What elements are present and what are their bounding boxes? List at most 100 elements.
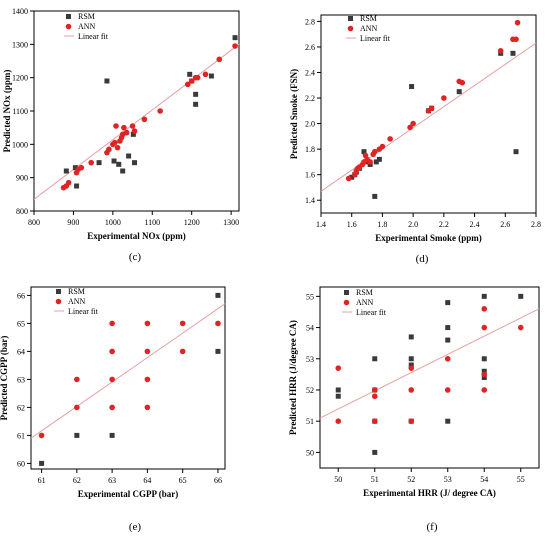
- ann-point: [215, 320, 221, 327]
- ann-point: [371, 393, 378, 400]
- rsm-point: [481, 356, 487, 362]
- rsm-point: [193, 91, 199, 97]
- ann-point: [78, 164, 85, 171]
- y-tick-label: 2.8: [305, 17, 315, 26]
- legend-label: RSM: [68, 287, 85, 296]
- legend-label: ANN: [68, 297, 86, 306]
- rsm-point: [335, 393, 341, 399]
- y-tick-label: 2.6: [305, 43, 315, 52]
- ann-point: [335, 418, 342, 424]
- ann-point: [459, 79, 466, 86]
- y-tick-label: 65: [17, 319, 25, 328]
- rsm-point: [215, 292, 221, 298]
- chart-panel-f: 50 51 52 53 54 55 50 51 52 53 54 55 Experimental HRR…: [288, 286, 540, 533]
- ann-point: [481, 306, 488, 312]
- ann-point: [74, 376, 80, 383]
- plot-frame: [319, 286, 540, 469]
- panel-caption: (e): [129, 521, 142, 533]
- x-tick-label: 2.6: [500, 220, 510, 229]
- x-tick-label: 2.8: [531, 220, 541, 229]
- legend-rsm-marker: [66, 14, 71, 19]
- legend-label: Linear fit: [360, 34, 391, 43]
- ann-point: [121, 124, 127, 131]
- series-rsm: [63, 35, 238, 189]
- legend-label: ANN: [356, 298, 374, 307]
- linear-fit-line: [319, 308, 540, 419]
- ann-point: [367, 159, 373, 165]
- ann-point: [141, 116, 148, 123]
- x-tick-label: 1300: [223, 218, 239, 227]
- ann-point: [497, 47, 504, 54]
- rsm-point: [132, 160, 138, 166]
- ann-point: [410, 120, 416, 127]
- y-axis-label: Predicted HRR (J/degree CA): [288, 320, 298, 435]
- rsm-point: [510, 50, 516, 56]
- rsm-point: [104, 78, 110, 84]
- ann-point: [216, 56, 223, 63]
- rsm-point: [349, 174, 355, 180]
- y-tick-label: 1200: [12, 74, 28, 83]
- legend-label: Linear fit: [78, 32, 109, 41]
- x-tick-label: 55: [517, 475, 525, 484]
- y-tick-label: 61: [17, 431, 25, 440]
- ann-point: [65, 179, 72, 186]
- y-tick-label: 1400: [12, 7, 28, 16]
- chart-panel-d: 1.4 1.6 1.8 2.0 2.2 2.4 2.6 2.8 1.4 1.6 1.8 2.0 2.2 2…: [289, 14, 541, 265]
- plot-frame: [320, 14, 537, 214]
- x-tick-label: 1.6: [347, 220, 357, 229]
- series-ann: [38, 320, 221, 439]
- plot-frame: [33, 10, 240, 212]
- rsm-point: [130, 131, 136, 137]
- rsm-point: [372, 356, 378, 362]
- y-axis-label: Predicted CGPP (bar): [0, 336, 9, 421]
- ann-point: [157, 108, 163, 114]
- x-tick-label: 1.8: [377, 220, 387, 229]
- rsm-point: [372, 449, 378, 455]
- legend-label: ANN: [360, 24, 378, 33]
- x-tick-label: 65: [179, 476, 187, 485]
- panel-caption: (d): [416, 253, 429, 265]
- rsm-point: [445, 300, 451, 306]
- rsm-point: [63, 168, 69, 174]
- ann-point: [514, 19, 521, 26]
- rsm-point: [116, 161, 122, 167]
- legend-label: RSM: [360, 14, 377, 23]
- rsm-point: [456, 89, 462, 95]
- x-tick-label: 66: [214, 476, 222, 485]
- ann-point: [109, 376, 115, 383]
- rsm-point: [445, 325, 451, 331]
- y-tick-label: 60: [17, 459, 25, 468]
- y-tick-label: 53: [306, 355, 314, 364]
- x-tick-label: 64: [143, 476, 151, 485]
- rsm-point: [126, 153, 132, 159]
- ann-point: [481, 387, 488, 393]
- legend-label: RSM: [78, 12, 95, 21]
- ann-point: [408, 418, 415, 424]
- plot-frame: [30, 286, 226, 470]
- ann-point: [408, 387, 415, 393]
- ann-point: [371, 387, 378, 393]
- ann-point: [114, 144, 121, 151]
- rsm-point: [408, 334, 414, 340]
- series-ann: [345, 19, 521, 182]
- ann-point: [144, 348, 151, 355]
- legend-rsm-marker: [348, 16, 353, 21]
- y-axis-label: Predicted NOx (ppm): [2, 70, 12, 153]
- ann-point: [113, 123, 119, 129]
- x-tick-label: 1000: [105, 218, 121, 227]
- legend-label: Linear fit: [68, 307, 99, 316]
- ann-point: [345, 175, 352, 182]
- rsm-point: [445, 418, 451, 424]
- x-tick-label: 2.4: [470, 220, 480, 229]
- y-tick-label: 900: [16, 174, 28, 183]
- y-tick-label: 2.4: [305, 68, 315, 77]
- ann-point: [131, 128, 138, 134]
- ann-point: [109, 320, 115, 327]
- linear-fit-line: [33, 43, 240, 200]
- legend-ann-marker: [65, 23, 72, 30]
- y-tick-label: 66: [17, 291, 25, 300]
- y-tick-label: 64: [17, 347, 25, 356]
